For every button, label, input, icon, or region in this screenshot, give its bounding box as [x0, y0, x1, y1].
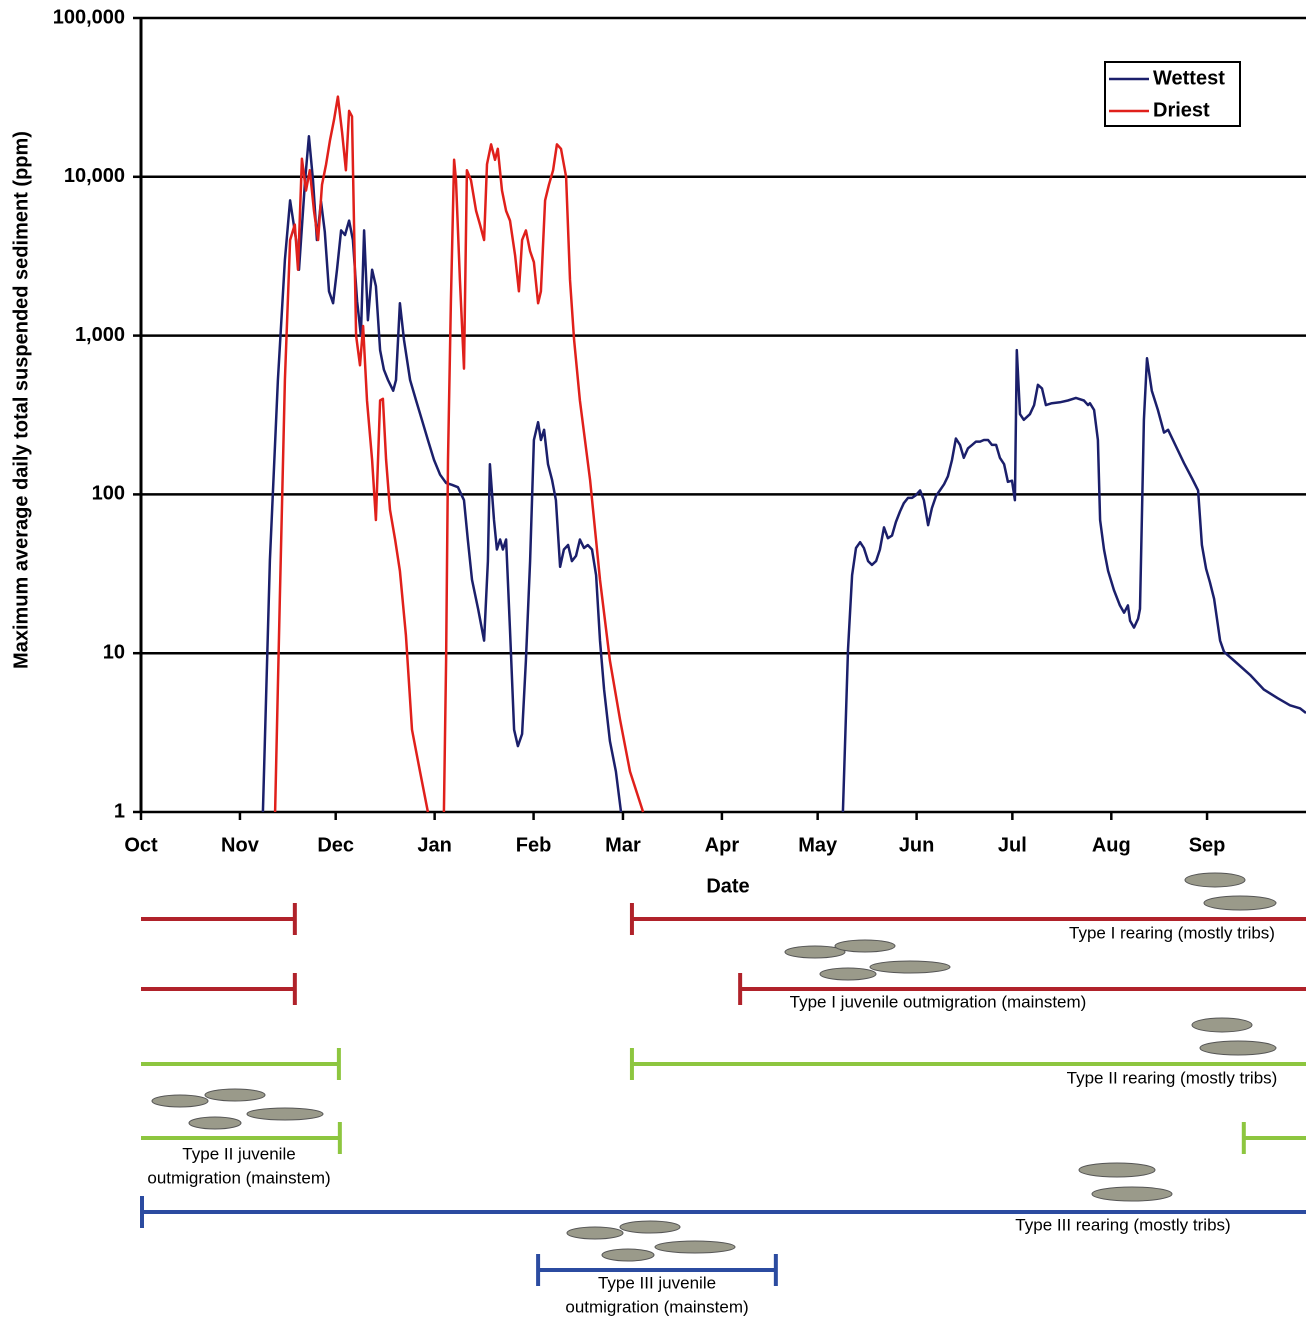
x-tick-label: Apr — [705, 834, 740, 856]
data-line — [261, 135, 1306, 813]
x-tick-label: May — [798, 834, 838, 856]
period-label: Type I juvenile outmigration (mainstem) — [790, 992, 1087, 1011]
y-tick-label: 100,000 — [53, 6, 125, 28]
period-label: Type II rearing (mostly tribs) — [1067, 1068, 1278, 1087]
y-tick-label: 100 — [92, 483, 125, 505]
period-label: outmigration (mainstem) — [565, 1297, 748, 1316]
x-tick-label: Dec — [317, 834, 354, 856]
x-tick-label: Aug — [1092, 834, 1131, 856]
y-tick-label: 1,000 — [75, 324, 125, 346]
y-tick-label: 1 — [114, 800, 125, 822]
period-label: Type III rearing (mostly tribs) — [1015, 1215, 1230, 1234]
x-tick-label: Sep — [1189, 834, 1226, 856]
x-axis-label: Date — [706, 875, 749, 897]
x-tick-label: Jul — [998, 834, 1027, 856]
data-line — [273, 95, 645, 813]
x-tick-label: Jan — [417, 834, 451, 856]
period-label: Type I rearing (mostly tribs) — [1069, 923, 1275, 942]
legend-label: Driest — [1153, 99, 1210, 121]
x-tick-label: Mar — [605, 834, 641, 856]
period-label: Type III juvenile — [598, 1273, 716, 1292]
legend-label: Wettest — [1153, 67, 1225, 89]
x-tick-label: Jun — [899, 834, 935, 856]
y-tick-label: 10,000 — [64, 165, 125, 187]
period-label: Type II juvenile — [182, 1144, 295, 1163]
x-tick-label: Nov — [221, 834, 260, 856]
period-label: outmigration (mainstem) — [147, 1168, 330, 1187]
fish-decorations — [151, 872, 1277, 1262]
legend-box — [1104, 61, 1241, 127]
x-tick-label: Oct — [124, 834, 158, 856]
y-tick-label: 10 — [103, 641, 125, 663]
y-axis-label: Maximum average daily total suspended se… — [10, 131, 32, 669]
x-tick-label: Feb — [516, 834, 552, 856]
